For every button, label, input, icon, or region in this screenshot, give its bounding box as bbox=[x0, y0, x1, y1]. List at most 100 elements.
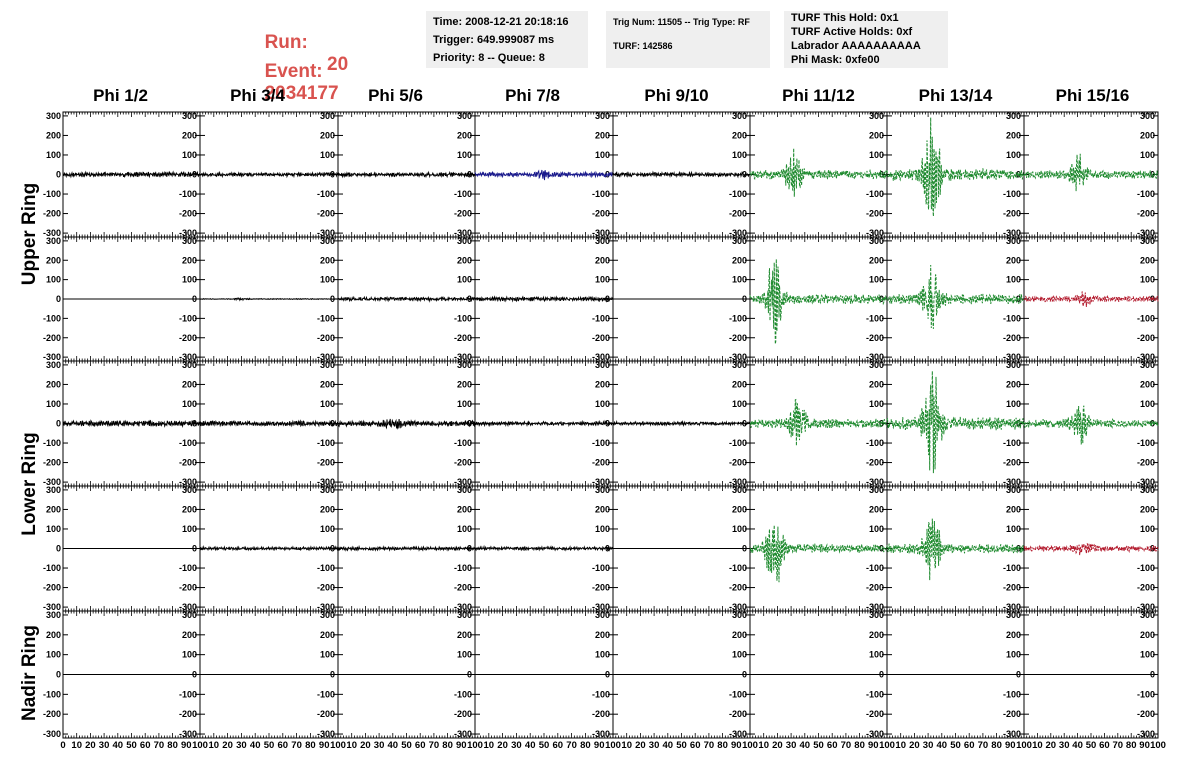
trigger-text: Trigger: 649.999087 ms bbox=[433, 34, 555, 46]
y-tick-label: -300 bbox=[317, 729, 335, 739]
time-text: Time: 2008-12-21 20:18:16 bbox=[433, 16, 569, 28]
y-tick-label: -200 bbox=[592, 333, 610, 343]
y-tick-label: -300 bbox=[1003, 228, 1021, 238]
y-tick-label: 200 bbox=[457, 255, 472, 265]
y-tick-label: -100 bbox=[317, 563, 335, 573]
y-tick-label: -100 bbox=[1137, 563, 1155, 573]
y-tick-label: 300 bbox=[46, 485, 61, 495]
y-tick-label: 300 bbox=[869, 360, 884, 370]
y-tick-label: 100 bbox=[457, 275, 472, 285]
panel-r3-c7: -300 -200 -100 0 100 200 300 bbox=[886, 360, 1025, 487]
y-tick-label: -200 bbox=[43, 458, 61, 468]
y-tick-label: 200 bbox=[182, 630, 197, 640]
y-tick-label: -200 bbox=[317, 583, 335, 593]
y-tick-label: 200 bbox=[869, 255, 884, 265]
y-tick-label: -300 bbox=[454, 602, 472, 612]
y-tick-label: 100 bbox=[869, 275, 884, 285]
y-tick-label: -300 bbox=[592, 352, 610, 362]
y-tick-label: 200 bbox=[595, 379, 610, 389]
y-tick-label: 200 bbox=[1006, 504, 1021, 514]
y-tick-label: -200 bbox=[43, 709, 61, 719]
y-tick-label: -200 bbox=[317, 709, 335, 719]
y-tick-label: -200 bbox=[729, 583, 747, 593]
y-tick-label: -100 bbox=[866, 313, 884, 323]
y-tick-label: 200 bbox=[457, 504, 472, 514]
y-tick-label: 200 bbox=[732, 130, 747, 140]
y-tick-label: 300 bbox=[320, 360, 335, 370]
y-tick-label: -200 bbox=[179, 583, 197, 593]
y-tick-label: -200 bbox=[1137, 458, 1155, 468]
waveform-trace bbox=[749, 398, 888, 446]
y-tick-label: 300 bbox=[869, 485, 884, 495]
y-tick-label: 100 bbox=[457, 150, 472, 160]
y-tick-label: 200 bbox=[320, 130, 335, 140]
y-tick-label: 300 bbox=[182, 111, 197, 121]
y-tick-label: 100 bbox=[1006, 150, 1021, 160]
y-tick-label: -300 bbox=[1003, 729, 1021, 739]
y-tick-label: 200 bbox=[1006, 379, 1021, 389]
y-tick-label: -300 bbox=[1137, 228, 1155, 238]
y-tick-label: 200 bbox=[457, 630, 472, 640]
y-tick-label: 200 bbox=[46, 504, 61, 514]
y-tick-label: -200 bbox=[454, 333, 472, 343]
y-tick-label: 0 bbox=[56, 170, 61, 180]
y-tick-label: 300 bbox=[320, 236, 335, 246]
y-tick-label: -200 bbox=[866, 458, 884, 468]
y-tick-label: 100 bbox=[320, 150, 335, 160]
y-tick-label: -200 bbox=[317, 209, 335, 219]
waveform-trace bbox=[1023, 543, 1159, 556]
y-tick-label: -100 bbox=[317, 438, 335, 448]
y-tick-label: -300 bbox=[866, 352, 884, 362]
y-tick-label: 100 bbox=[457, 524, 472, 534]
y-tick-label: 200 bbox=[182, 379, 197, 389]
y-tick-label: -200 bbox=[592, 458, 610, 468]
y-tick-label: -100 bbox=[866, 689, 884, 699]
column-header-phi-3-4: Phi 3/4 bbox=[230, 86, 285, 105]
y-tick-label: -100 bbox=[1003, 563, 1021, 573]
y-tick-label: -200 bbox=[179, 209, 197, 219]
trig-num-text: Trig Num: 11505 -- Trig Type: RF bbox=[613, 17, 750, 27]
y-tick-label: -300 bbox=[179, 602, 197, 612]
y-tick-label: -300 bbox=[179, 352, 197, 362]
y-tick-label: -300 bbox=[43, 477, 61, 487]
y-tick-label: -100 bbox=[179, 189, 197, 199]
y-tick-label: -300 bbox=[43, 602, 61, 612]
y-tick-label: 100 bbox=[320, 275, 335, 285]
y-tick-label: -100 bbox=[317, 313, 335, 323]
y-tick-label: 200 bbox=[320, 379, 335, 389]
y-tick-label: -300 bbox=[592, 729, 610, 739]
y-tick-label: -300 bbox=[317, 352, 335, 362]
y-tick-label: 100 bbox=[1140, 524, 1155, 534]
y-tick-label: -200 bbox=[179, 333, 197, 343]
y-tick-label: 100 bbox=[46, 524, 61, 534]
y-tick-label: 100 bbox=[869, 399, 884, 409]
waveform-trace bbox=[1023, 153, 1159, 192]
y-tick-label: 200 bbox=[1140, 504, 1155, 514]
y-tick-label: 200 bbox=[457, 379, 472, 389]
y-tick-label: 300 bbox=[595, 485, 610, 495]
y-tick-label: -100 bbox=[179, 563, 197, 573]
y-tick-label: -200 bbox=[592, 583, 610, 593]
waveform-trace bbox=[474, 544, 614, 552]
y-tick-label: -100 bbox=[454, 689, 472, 699]
y-tick-label: -200 bbox=[866, 333, 884, 343]
y-tick-label: 300 bbox=[869, 610, 884, 620]
panel-r2-c6: -300 -200 -100 0 100 200 300 bbox=[749, 236, 888, 362]
y-tick-label: -200 bbox=[592, 709, 610, 719]
y-tick-label: -200 bbox=[43, 209, 61, 219]
y-tick-label: 300 bbox=[320, 610, 335, 620]
y-tick-label: 300 bbox=[182, 236, 197, 246]
y-tick-label: 200 bbox=[1140, 130, 1155, 140]
y-tick-label: -300 bbox=[729, 228, 747, 238]
y-tick-label: 200 bbox=[1006, 255, 1021, 265]
y-tick-label: 200 bbox=[1006, 130, 1021, 140]
panel-r3-c8: -300 -200 -100 0 100 200 300 bbox=[1023, 360, 1159, 487]
